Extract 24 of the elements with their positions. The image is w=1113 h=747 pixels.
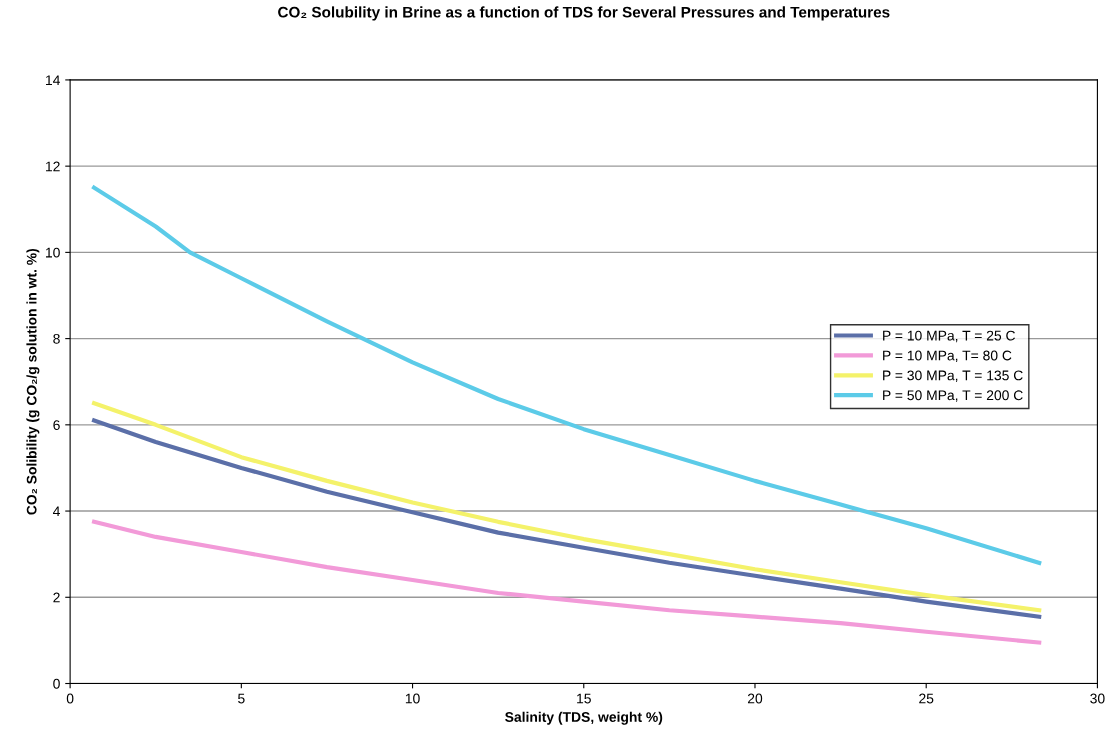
x-tick-label: 25 <box>919 693 934 704</box>
legend-label: P = 10 MPa, T= 80 C <box>883 350 1012 363</box>
x-tick-label: 30 <box>1090 693 1105 704</box>
x-axis-title: Salinity (TDS, weight %) <box>505 711 663 725</box>
y-tick-label: 2 <box>53 592 60 603</box>
legend-label: P = 10 MPa, T = 25 C <box>883 330 1016 343</box>
line-series <box>92 185 1042 565</box>
y-tick-label: 10 <box>46 247 60 258</box>
legend-label: P = 30 MPa, T = 135 C <box>883 370 1023 382</box>
x-tick-label: 10 <box>405 693 420 704</box>
line-series <box>92 519 1042 645</box>
y-tick-label: 0 <box>53 678 60 689</box>
x-tick-label: 20 <box>747 693 763 704</box>
y-tick-label: 14 <box>46 75 60 85</box>
x-tick-label: 15 <box>577 693 591 704</box>
chart-title: CO₂ Solubility in Brine as a function of TDS for Several Pressures and Temperatures <box>278 6 890 21</box>
legend-label: P = 50 MPa, T = 200 C <box>883 390 1023 402</box>
y-tick-label: 8 <box>53 333 60 344</box>
x-tick-label: 5 <box>238 693 245 704</box>
y-tick-label: 6 <box>53 420 60 430</box>
y-tick-label: 12 <box>46 161 60 172</box>
y-tick-label: 4 <box>52 506 60 517</box>
y-axis-title: CO₂ Solibility (g CO₂/g solution in wt. %) <box>26 248 40 515</box>
x-tick-label: 0 <box>66 693 74 704</box>
